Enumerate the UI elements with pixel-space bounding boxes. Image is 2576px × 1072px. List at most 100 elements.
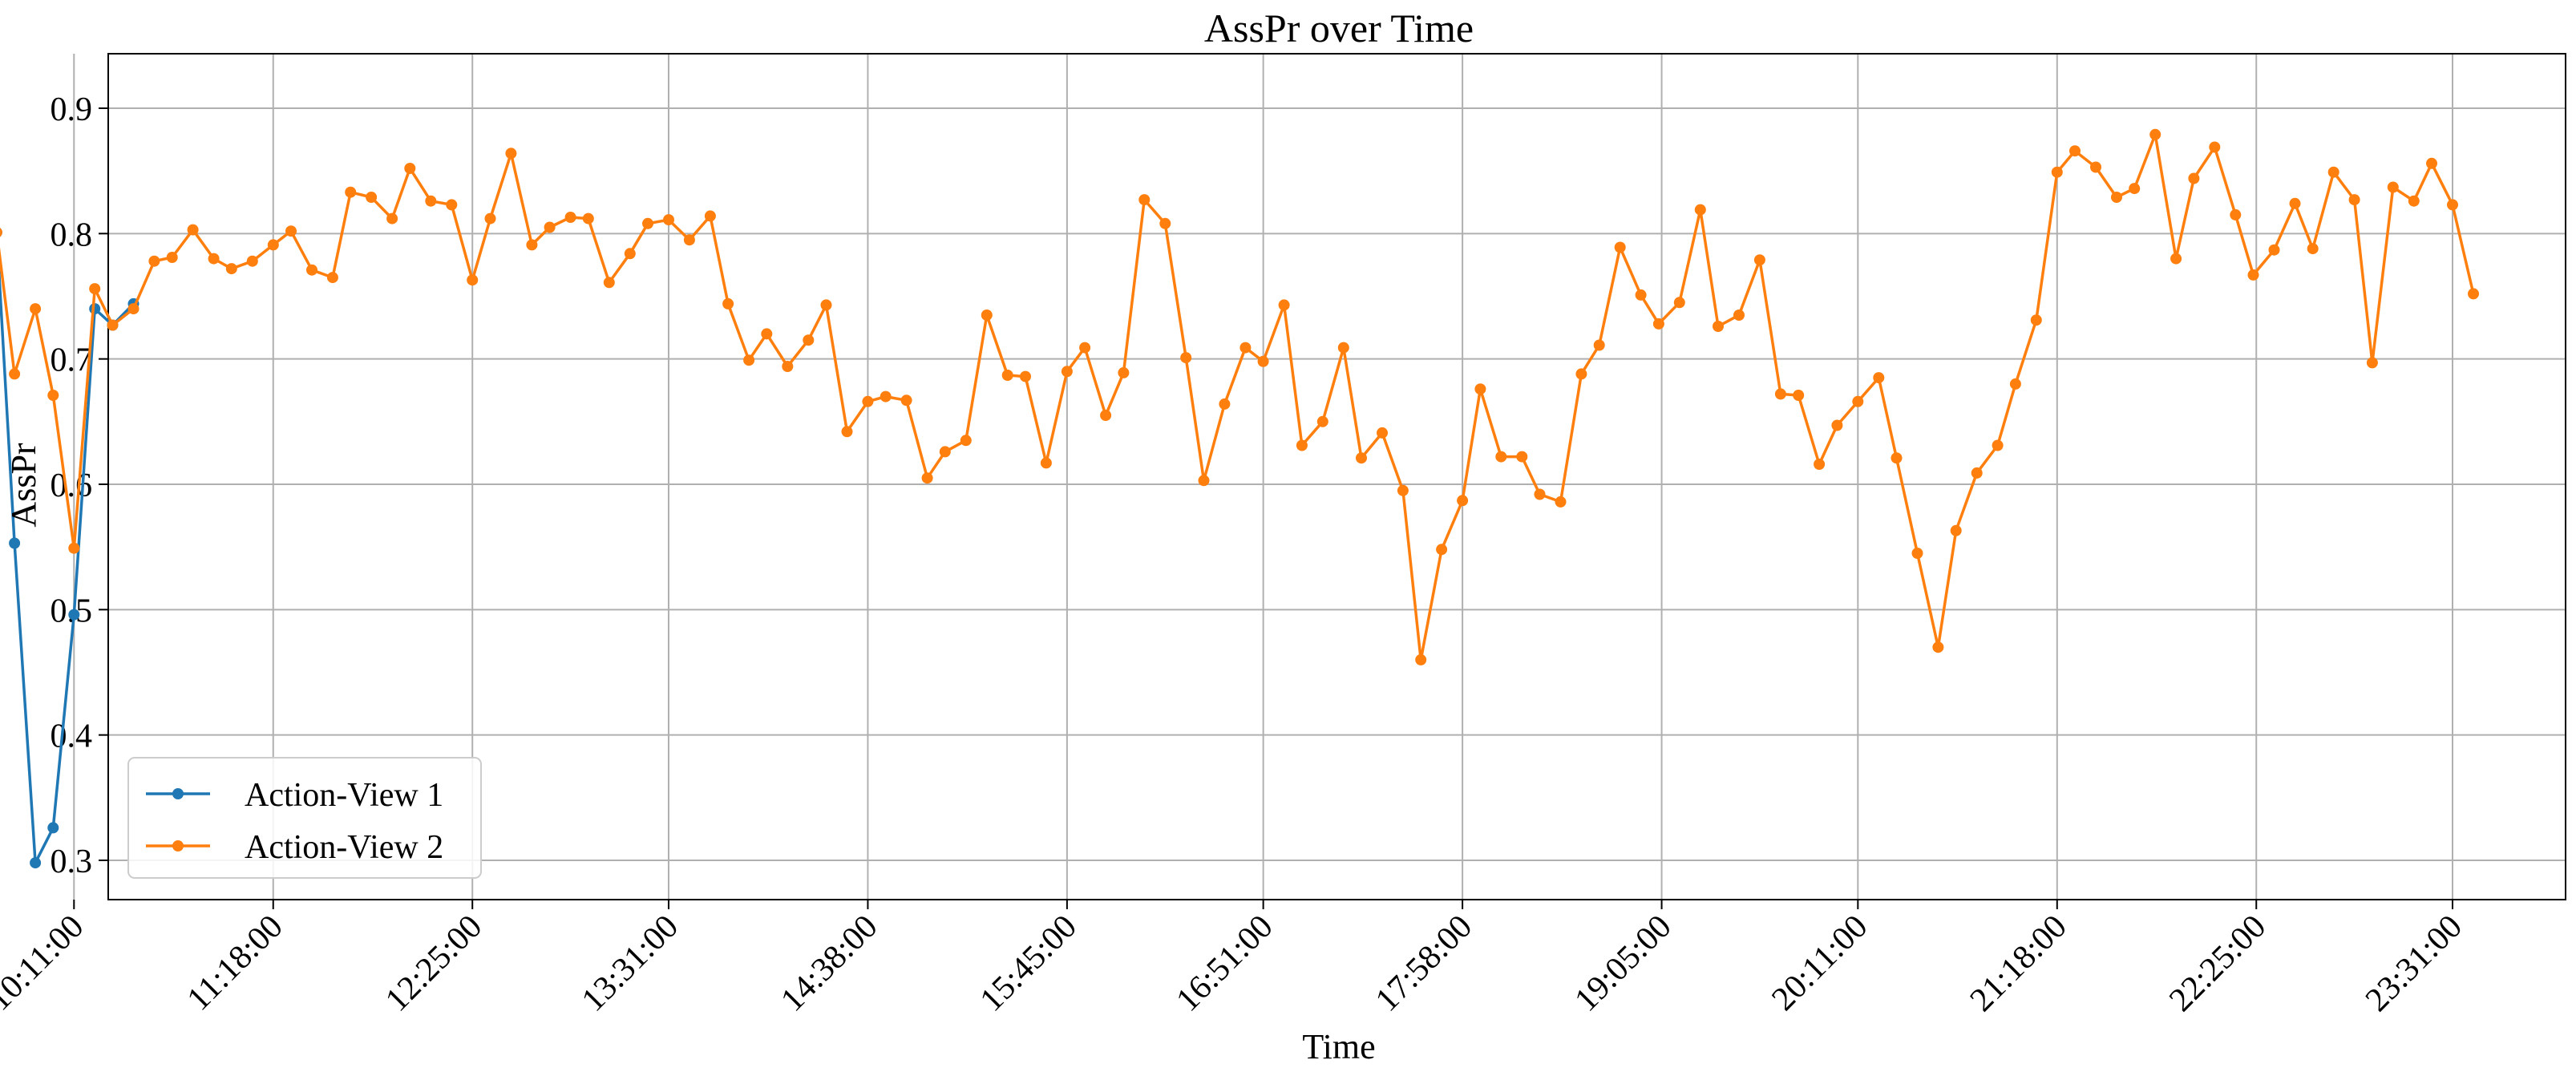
series-2-point [544, 221, 556, 233]
y-tick-label: 0.8 [51, 216, 93, 253]
series-2-point [1457, 495, 1469, 507]
series-2-point [1575, 368, 1587, 380]
series-2-point [1831, 419, 1843, 431]
series-2-point [2129, 183, 2141, 195]
series-2-point [1793, 390, 1805, 401]
series-2-point [366, 192, 378, 203]
series-2-point [467, 274, 479, 286]
series-2-point [1555, 496, 1567, 508]
series-2-point [425, 195, 437, 207]
series-2-point [1673, 297, 1685, 309]
series-2-point [2426, 157, 2437, 169]
series-2-point [1020, 370, 1031, 382]
series-2-point [0, 228, 2, 237]
series-2-point [663, 214, 674, 226]
series-1-point [9, 537, 21, 549]
series-2-point [704, 210, 716, 222]
series-2-point [880, 390, 892, 403]
chart-title: AssPr over Time [1204, 6, 1474, 51]
series-2-point [246, 255, 258, 267]
series-2-point [803, 334, 815, 346]
series-2-point [1950, 524, 1962, 536]
series-2-point [564, 212, 576, 223]
series-2-point [2327, 166, 2339, 178]
series-2-point [2468, 288, 2479, 300]
series-line-2 [0, 133, 2475, 661]
series-2-point [285, 225, 297, 237]
series-2-point [1694, 204, 1706, 216]
series-2-point [208, 253, 220, 265]
y-tick-label: 0.6 [51, 467, 93, 504]
series-2-point [1593, 339, 1605, 351]
series-2-point [1159, 217, 1171, 229]
series-2-point [30, 303, 42, 315]
series-2-point [166, 252, 178, 263]
series-2-point [1753, 254, 1765, 266]
series-2-point [1138, 194, 1151, 206]
series-2-point [1257, 355, 1269, 367]
series-2-point [2268, 244, 2280, 256]
series-2-point [921, 472, 933, 484]
series-2-point [2030, 314, 2042, 326]
series-2-point [1516, 451, 1528, 463]
series-2-point [1061, 366, 1073, 378]
series-2-point [2366, 357, 2378, 369]
series-2-point [2111, 192, 2122, 203]
series-2-point [1534, 488, 1546, 500]
series-2-point [1118, 366, 1130, 378]
series-2-point [345, 186, 357, 198]
y-tick-label: 0.9 [51, 91, 93, 128]
series-2-point [2209, 141, 2221, 153]
legend: Action-View 1 Action-View 2 [127, 757, 482, 879]
series-2-point [2408, 195, 2420, 207]
series-2-point [225, 263, 237, 275]
series-2-point [2051, 166, 2063, 178]
series-2-point [127, 303, 140, 315]
series-2-point [1219, 398, 1231, 410]
series-2-point [2348, 194, 2360, 206]
y-tick-label: 0.7 [51, 342, 93, 379]
series-2-point [47, 390, 59, 401]
series-2-point [2090, 161, 2101, 173]
series-2-point [2009, 378, 2021, 390]
series-2-point [505, 148, 517, 160]
series-2-point [683, 234, 695, 246]
series-2-point [1377, 427, 1388, 439]
series-2-point [446, 199, 458, 211]
series-2-point [1971, 467, 1983, 479]
y-axis-label: AssPr [4, 443, 43, 527]
series-2-point [1337, 342, 1349, 354]
series-2-point [1614, 241, 1626, 253]
series-2-point [1079, 342, 1091, 354]
legend-label-2: Action-View 2 [245, 829, 443, 866]
series-2-point [1495, 451, 1507, 463]
series-2-point [1040, 457, 1052, 469]
series-2-point [1239, 342, 1252, 354]
series-2-point [526, 239, 538, 251]
series-2-point [2447, 199, 2458, 211]
legend-box [127, 757, 482, 879]
series-area [0, 128, 2479, 869]
series-2-point [107, 319, 119, 331]
series-2-point [782, 361, 794, 372]
series-2-point [2230, 208, 2242, 220]
series-2-point [2188, 172, 2200, 184]
series-2-point [1316, 415, 1328, 427]
legend-marker-2 [172, 840, 184, 852]
series-2-point [404, 163, 416, 174]
series-2-point [1873, 372, 1885, 384]
series-2-point [960, 435, 972, 447]
x-axis-label: Time [1302, 1027, 1375, 1066]
series-2-point [306, 264, 317, 276]
series-2-point [68, 542, 80, 554]
y-tick-label: 0.4 [51, 718, 93, 755]
series-2-point [1415, 653, 1427, 665]
series-1-point [68, 609, 80, 621]
series-2-point [624, 248, 636, 260]
series-2-point [1713, 321, 1724, 332]
series-2-point [1891, 452, 1903, 464]
series-1-point [47, 822, 59, 834]
series-2-point [841, 426, 853, 438]
